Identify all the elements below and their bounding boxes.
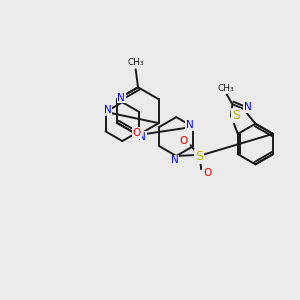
Text: O: O xyxy=(133,128,141,138)
Text: S: S xyxy=(195,150,203,163)
Text: N: N xyxy=(117,93,125,103)
Text: CH₃: CH₃ xyxy=(128,58,144,67)
Text: N: N xyxy=(186,120,194,130)
Text: CH₃: CH₃ xyxy=(218,84,234,93)
Text: N: N xyxy=(171,155,179,166)
Text: O: O xyxy=(203,168,211,178)
Text: N: N xyxy=(244,102,251,112)
Text: N: N xyxy=(104,105,112,116)
Text: S: S xyxy=(232,109,240,122)
Text: O: O xyxy=(179,136,187,146)
Text: N: N xyxy=(138,132,146,142)
